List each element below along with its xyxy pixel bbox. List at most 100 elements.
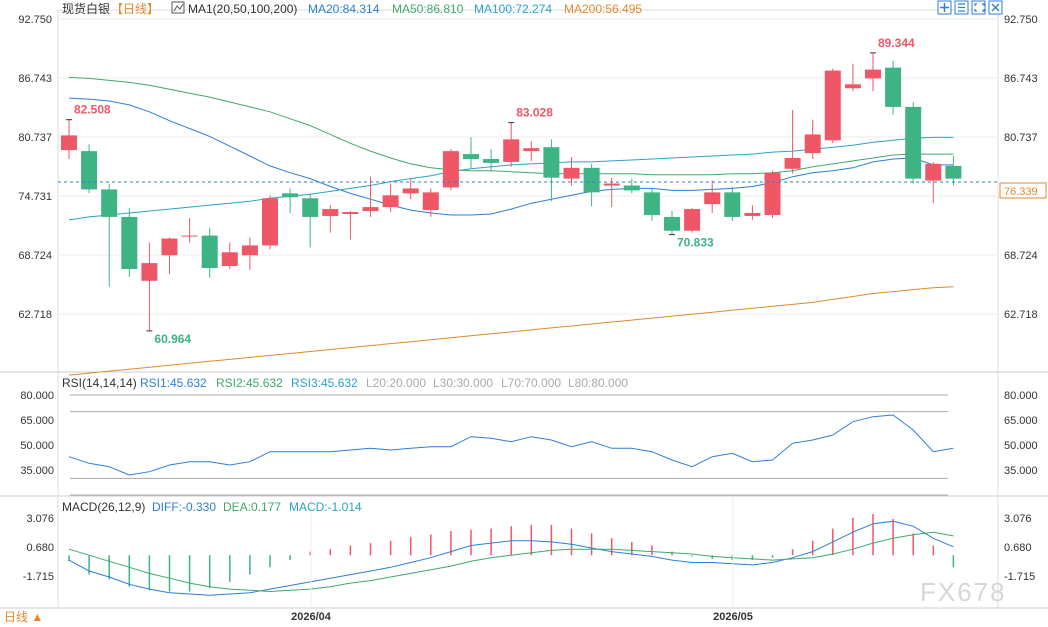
macd-tick: 0.680 [26,542,54,554]
rsi3-legend: RSI3:45.632 [291,376,358,390]
candle-body [563,167,580,179]
period-switch-label[interactable]: 日线 ▲ [4,610,43,624]
candle-body [804,134,821,154]
price-tick-right: 80.737 [1004,132,1038,144]
candle-body [905,106,922,179]
ma20-line [68,97,954,216]
candle-body [302,198,319,217]
diff-legend: DIFF:-0.330 [152,500,216,514]
macd-plot [68,514,955,596]
price-tick: 92.750 [18,14,52,26]
extreme-label: 83.028 [516,106,553,120]
extreme-label: 82.508 [74,103,111,117]
period-switch-button[interactable]: 日线 ▲ [4,610,43,624]
ma20-legend: MA20:84.314 [308,2,380,16]
macd-legend: MACD(26,12,9) DIFF:-0.330 DEA:0.177 MACD… [62,500,362,514]
dea-legend: DEA:0.177 [223,500,281,514]
candle-body [664,216,680,231]
candle-body [704,192,721,205]
rsi1-legend: RSI1:45.632 [140,376,207,390]
macd-tick-right: -1.715 [1004,571,1035,583]
candle-body [824,70,841,141]
rsi-tick: 65.000 [20,415,54,427]
candle-body [583,167,600,193]
indicator-settings-icon[interactable] [171,1,185,14]
crosshair-icon[interactable] [937,0,952,15]
candle-body [925,163,942,181]
l30-legend: L30:30.000 [433,376,493,390]
candle-body [503,139,520,162]
indicator-chart-glyph [173,3,184,12]
candle-body [322,209,339,216]
candle-body [61,135,77,151]
l70-legend: L70:70.000 [501,376,561,390]
candle-body [262,198,278,246]
time-label: 2026/04 [291,611,332,623]
candle-body [241,245,258,256]
candle-body [121,216,138,269]
candle-body [885,67,902,107]
ma50-legend: MA50:86.810 [392,2,464,16]
close-icon[interactable] [988,0,1003,15]
chart-header: 现货白银 【日线】 MA1(20,50,100,200) MA20:84.314… [62,1,642,16]
candle-body [744,213,761,216]
rsi-panel-frame [57,371,999,497]
rsi-legend: RSI(14,14,14) RSI1:45.632 RSI2:45.632 RS… [62,376,628,390]
candle-body [362,207,379,212]
rsi-tick: 35.000 [20,465,54,477]
current-price-label: 76.339 [1004,186,1038,198]
candlesticks: 82.508 60.964 83.028 70.833 89.344 [61,36,962,346]
rsi-tick-right: 65.000 [1004,415,1038,427]
candle-body [442,151,459,188]
period-label[interactable]: 【日线】 [111,2,159,16]
candle-body [81,151,98,190]
price-panel-frame [57,9,999,373]
l80-legend: L80:80.000 [568,376,628,390]
diff-line [68,520,954,596]
candle-body [382,195,399,208]
candle-body [603,183,620,186]
price-axis: 92.750 86.743 80.737 74.731 68.724 62.71… [18,14,1037,321]
candle-body [161,238,178,256]
ma50-line [68,76,954,176]
candle-body [342,212,359,214]
candle-body [463,154,479,159]
price-tick-right: 86.743 [1004,73,1038,85]
current-price-tag [999,182,1047,199]
moving-averages [68,76,954,376]
toolbar [937,0,1003,15]
fullscreen-icon[interactable] [971,0,986,15]
candle-body [865,69,881,79]
macd-axis: 3.076 0.680 -1.715 3.076 0.680 -1.715 [23,513,1035,583]
ma200-line [68,286,954,376]
rsi-axis: 80.000 65.000 50.000 35.000 80.000 65.00… [20,390,1037,477]
candle-body [764,172,781,215]
ma-title: MA1(20,50,100,200) [188,2,297,16]
layout-icon[interactable] [954,0,969,15]
rsi-lines [68,394,954,496]
extreme-label: 89.344 [878,36,915,50]
extreme-label: 60.964 [154,332,191,346]
candle-body [724,192,741,217]
price-tick: 68.724 [18,250,52,262]
dea-line [68,531,954,593]
ma100-legend: MA100:72.274 [474,2,552,16]
price-tick-right: 62.718 [1004,309,1038,321]
macd-title: MACD(26,12,9) [62,500,145,514]
macd-tick: -1.715 [23,571,54,583]
price-tick: 86.743 [18,73,52,85]
macd-value-legend: MACD:-1.014 [289,500,362,514]
candle-body [181,235,198,237]
candle-body [422,192,439,211]
macd-tick-right: 0.680 [1004,542,1032,554]
candle-body [643,192,660,215]
candle-body [201,235,218,269]
macd-tick: 3.076 [26,513,54,525]
rsi2-legend: RSI2:45.632 [216,376,283,390]
rsi-tick: 80.000 [20,390,54,402]
rsi-tick-right: 35.000 [1004,465,1038,477]
candle-body [483,158,500,163]
rsi-tick: 50.000 [20,440,54,452]
candle-body [101,189,118,217]
